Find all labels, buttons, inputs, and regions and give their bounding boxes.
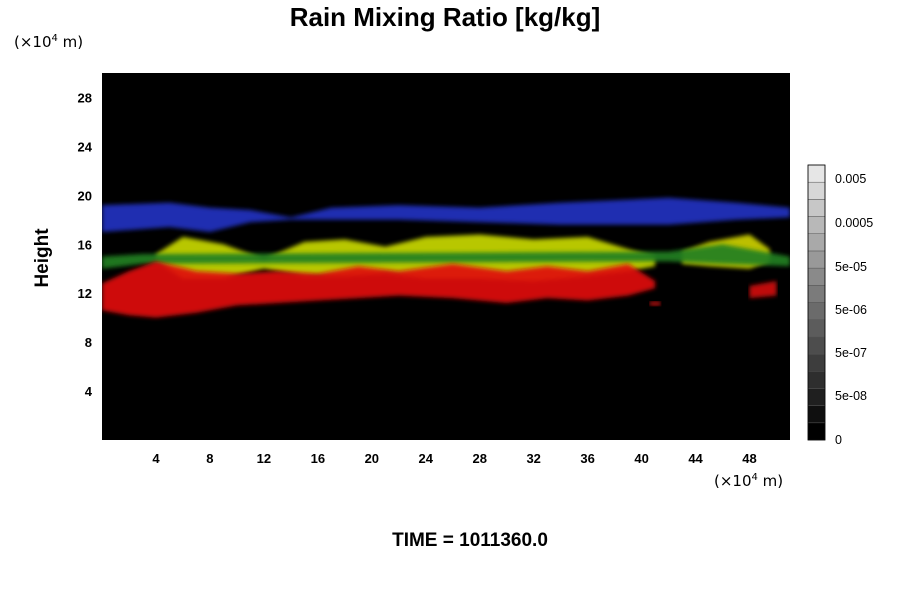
y-tick-label: 20 — [78, 188, 92, 203]
colorbar-segment — [807, 371, 826, 389]
y-axis-unit: (×104 m) — [14, 33, 84, 51]
colorbar-segment — [807, 285, 826, 303]
colorbar-label: 5e-08 — [835, 389, 867, 403]
colorbar-segment — [807, 353, 826, 372]
x-tick-label: 28 — [472, 451, 486, 466]
colorbar-segment — [807, 388, 826, 406]
y-tick-label: 12 — [78, 286, 92, 301]
y-tick-label: 8 — [85, 335, 92, 350]
x-axis-ticks: 4 8 12 16 20 24 28 32 36 40 44 48 — [152, 451, 756, 466]
x-axis-unit: (×104 m) — [714, 472, 784, 490]
colorbar-segment — [807, 422, 826, 441]
field-band-4 — [102, 261, 656, 318]
field-band-3 — [102, 244, 790, 269]
colorbar-segment — [807, 181, 826, 200]
x-tick-label: 20 — [365, 451, 379, 466]
colorbar-segment — [807, 267, 826, 286]
colorbar-label: 5e-06 — [835, 303, 867, 317]
x-tick-label: 12 — [257, 451, 271, 466]
x-tick-label: 4 — [152, 451, 160, 466]
chart-title: Rain Mixing Ratio [kg/kg] — [289, 2, 601, 32]
x-tick-label: 24 — [419, 451, 434, 466]
field-band-0 — [102, 197, 790, 233]
colorbar-label: 0 — [835, 433, 842, 447]
colorbar-segment — [807, 405, 826, 424]
x-tick-label: 44 — [688, 451, 703, 466]
colorbar-segment — [807, 250, 826, 269]
colorbar: 0.005 0.0005 5e-05 5e-06 5e-07 5e-08 0 — [807, 164, 873, 447]
colorbar-segment — [807, 216, 826, 234]
colorbar-segment — [807, 319, 826, 338]
colorbar-label: 5e-05 — [835, 260, 867, 274]
colorbar-label: 0.005 — [835, 172, 866, 186]
x-tick-label: 32 — [526, 451, 540, 466]
colorbar-label: 5e-07 — [835, 346, 867, 360]
colorbar-segment — [807, 336, 826, 355]
field-layers — [102, 197, 790, 318]
colorbar-label: 0.0005 — [835, 216, 873, 230]
y-tick-label: 24 — [78, 139, 93, 154]
field-band-6 — [649, 301, 661, 306]
x-tick-label: 8 — [206, 451, 213, 466]
colorbar-segment — [807, 302, 826, 320]
y-tick-label: 4 — [85, 384, 93, 399]
x-tick-label: 48 — [742, 451, 756, 466]
time-label: TIME = 1011360.0 — [392, 530, 548, 551]
x-tick-label: 36 — [580, 451, 594, 466]
y-axis-ticks: 4 8 12 16 20 24 28 — [78, 90, 93, 399]
y-tick-label: 16 — [78, 237, 92, 252]
x-tick-label: 40 — [634, 451, 648, 466]
colorbar-segment — [807, 199, 826, 217]
field-band-5 — [749, 280, 777, 299]
y-tick-label: 28 — [78, 90, 92, 105]
colorbar-segment — [807, 164, 826, 183]
colorbar-segment — [807, 233, 826, 252]
x-tick-label: 16 — [311, 451, 325, 466]
